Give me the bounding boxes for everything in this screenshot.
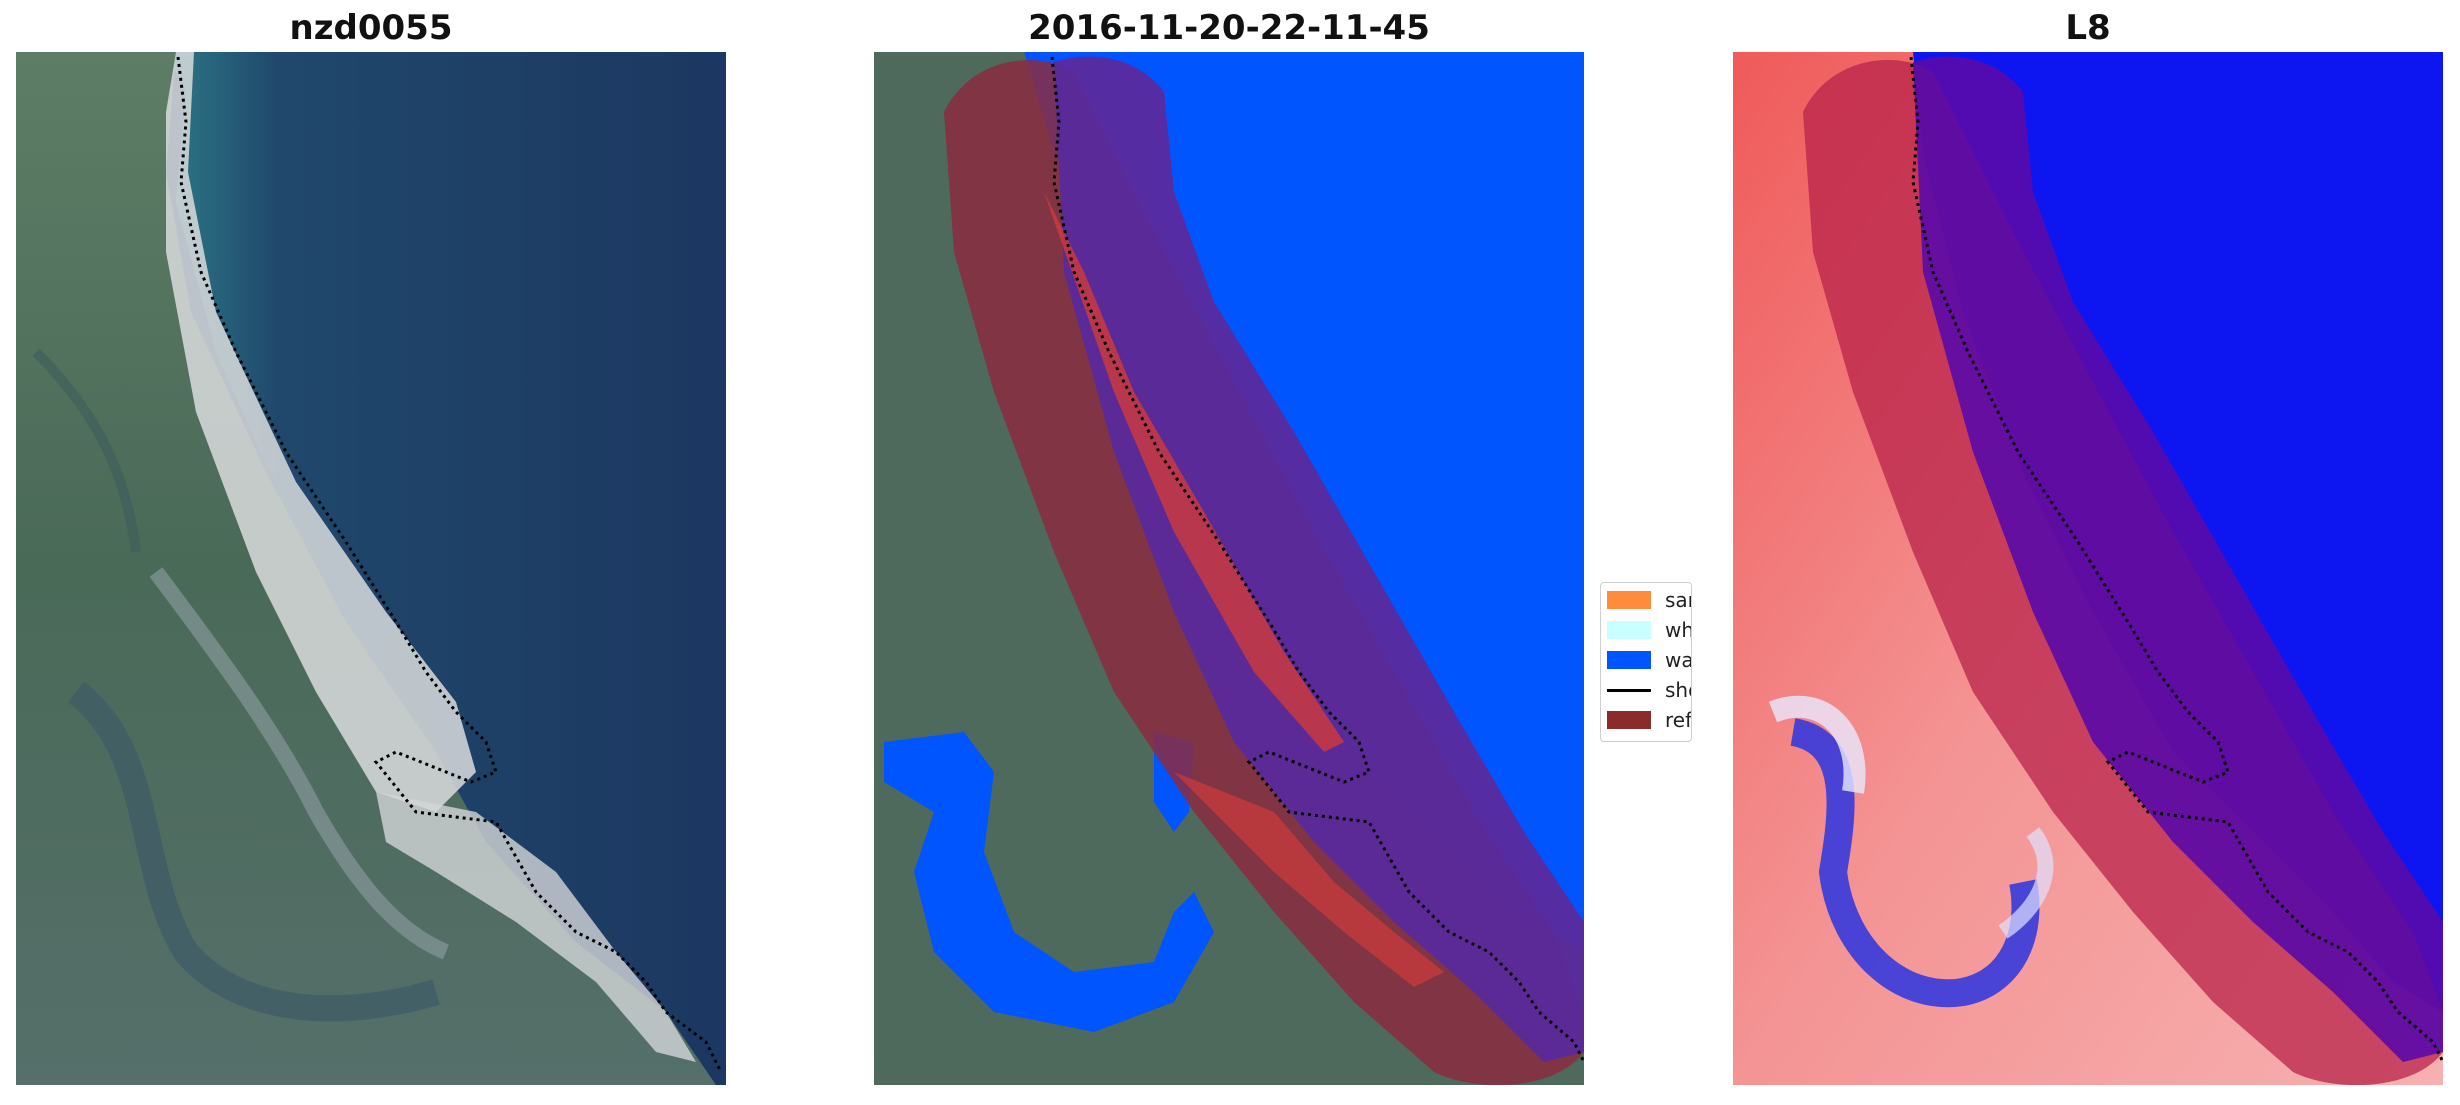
classified-image xyxy=(874,52,1584,1085)
legend-swatch xyxy=(1607,621,1651,639)
legend-label: shoreline xyxy=(1665,678,1691,702)
classified-image-panel xyxy=(874,52,1584,1085)
legend-item-shoreline: shoreline xyxy=(1607,677,1691,703)
water-index-image xyxy=(1733,52,2443,1085)
nearshore-water xyxy=(166,52,726,1085)
rgb-image-panel xyxy=(16,52,726,1085)
water-class-river xyxy=(884,732,1214,1032)
legend: sand whitewater water shoreline referenc… xyxy=(1600,582,1692,742)
legend-swatch xyxy=(1607,591,1651,609)
panel-title-rgb: nzd0055 xyxy=(289,8,453,48)
panel-title-index: L8 xyxy=(2065,8,2111,48)
water-index-river xyxy=(1789,718,2040,1008)
index-image-panel xyxy=(1733,52,2443,1085)
legend-item-whitewater: whitewater xyxy=(1607,617,1692,643)
legend-label: whitewater xyxy=(1665,618,1692,642)
spit-sand xyxy=(376,792,696,1062)
legend-label: reference shoreline buffer xyxy=(1665,708,1692,732)
legend-line xyxy=(1607,688,1651,692)
legend-label: water xyxy=(1665,648,1692,672)
beach-sand xyxy=(166,52,476,812)
land-area xyxy=(16,52,716,1085)
reference-buffer-water xyxy=(1054,56,1584,1062)
panel-title-classified: 2016-11-20-22-11-45 xyxy=(1028,8,1430,48)
legend-label: sand xyxy=(1665,588,1691,612)
reference-buffer-water xyxy=(1913,56,2443,1062)
legend-item-reference-buffer: reference shoreline buffer xyxy=(1607,707,1692,733)
river-channel xyxy=(67,681,440,1022)
legend-item-water: water xyxy=(1607,647,1692,673)
rgb-satellite-image xyxy=(16,52,726,1085)
legend-item-sand: sand xyxy=(1607,587,1691,613)
legend-swatch xyxy=(1607,651,1651,669)
legend-swatch xyxy=(1607,711,1651,729)
